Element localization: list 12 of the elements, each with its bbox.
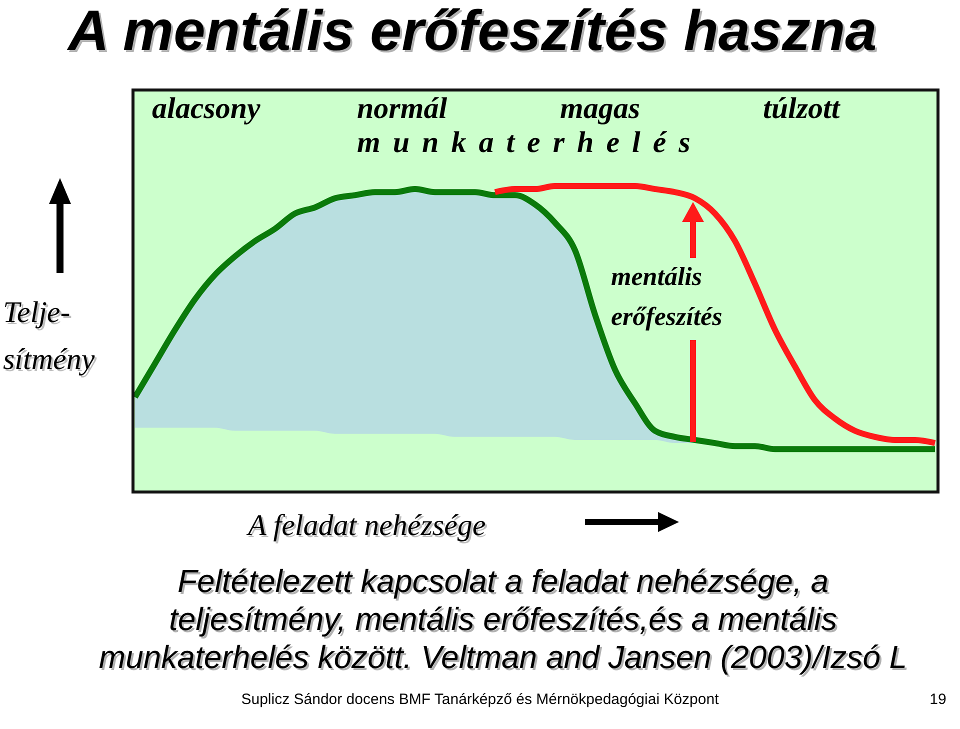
text: túlzott: [763, 92, 842, 125]
chart-title: A mentális erőfeszítés haszna: [66, 0, 877, 63]
text: alacsony: [152, 92, 262, 125]
x-axis-title: A feladat nehézsége: [246, 509, 486, 542]
text: normál: [357, 92, 448, 125]
annotation: mentális erőfeszítés: [611, 262, 722, 331]
text: Feltételezett kapcsolat a feladat nehézsége, a teljesítmény, mentális erőfeszítés,és a mentális munkaterhelés között. Veltman and Jansen (2003)/Izsó L: [98, 563, 908, 675]
text: Suplicz Sándor docens BMF Tanárképző és Mérnökpedagógiai Központ: [241, 691, 720, 708]
text: munkaterhelés: [357, 126, 703, 159]
text: magas: [560, 92, 640, 125]
y-axis-title: Telje- sítmény: [3, 296, 96, 376]
text: 19: [930, 691, 946, 708]
